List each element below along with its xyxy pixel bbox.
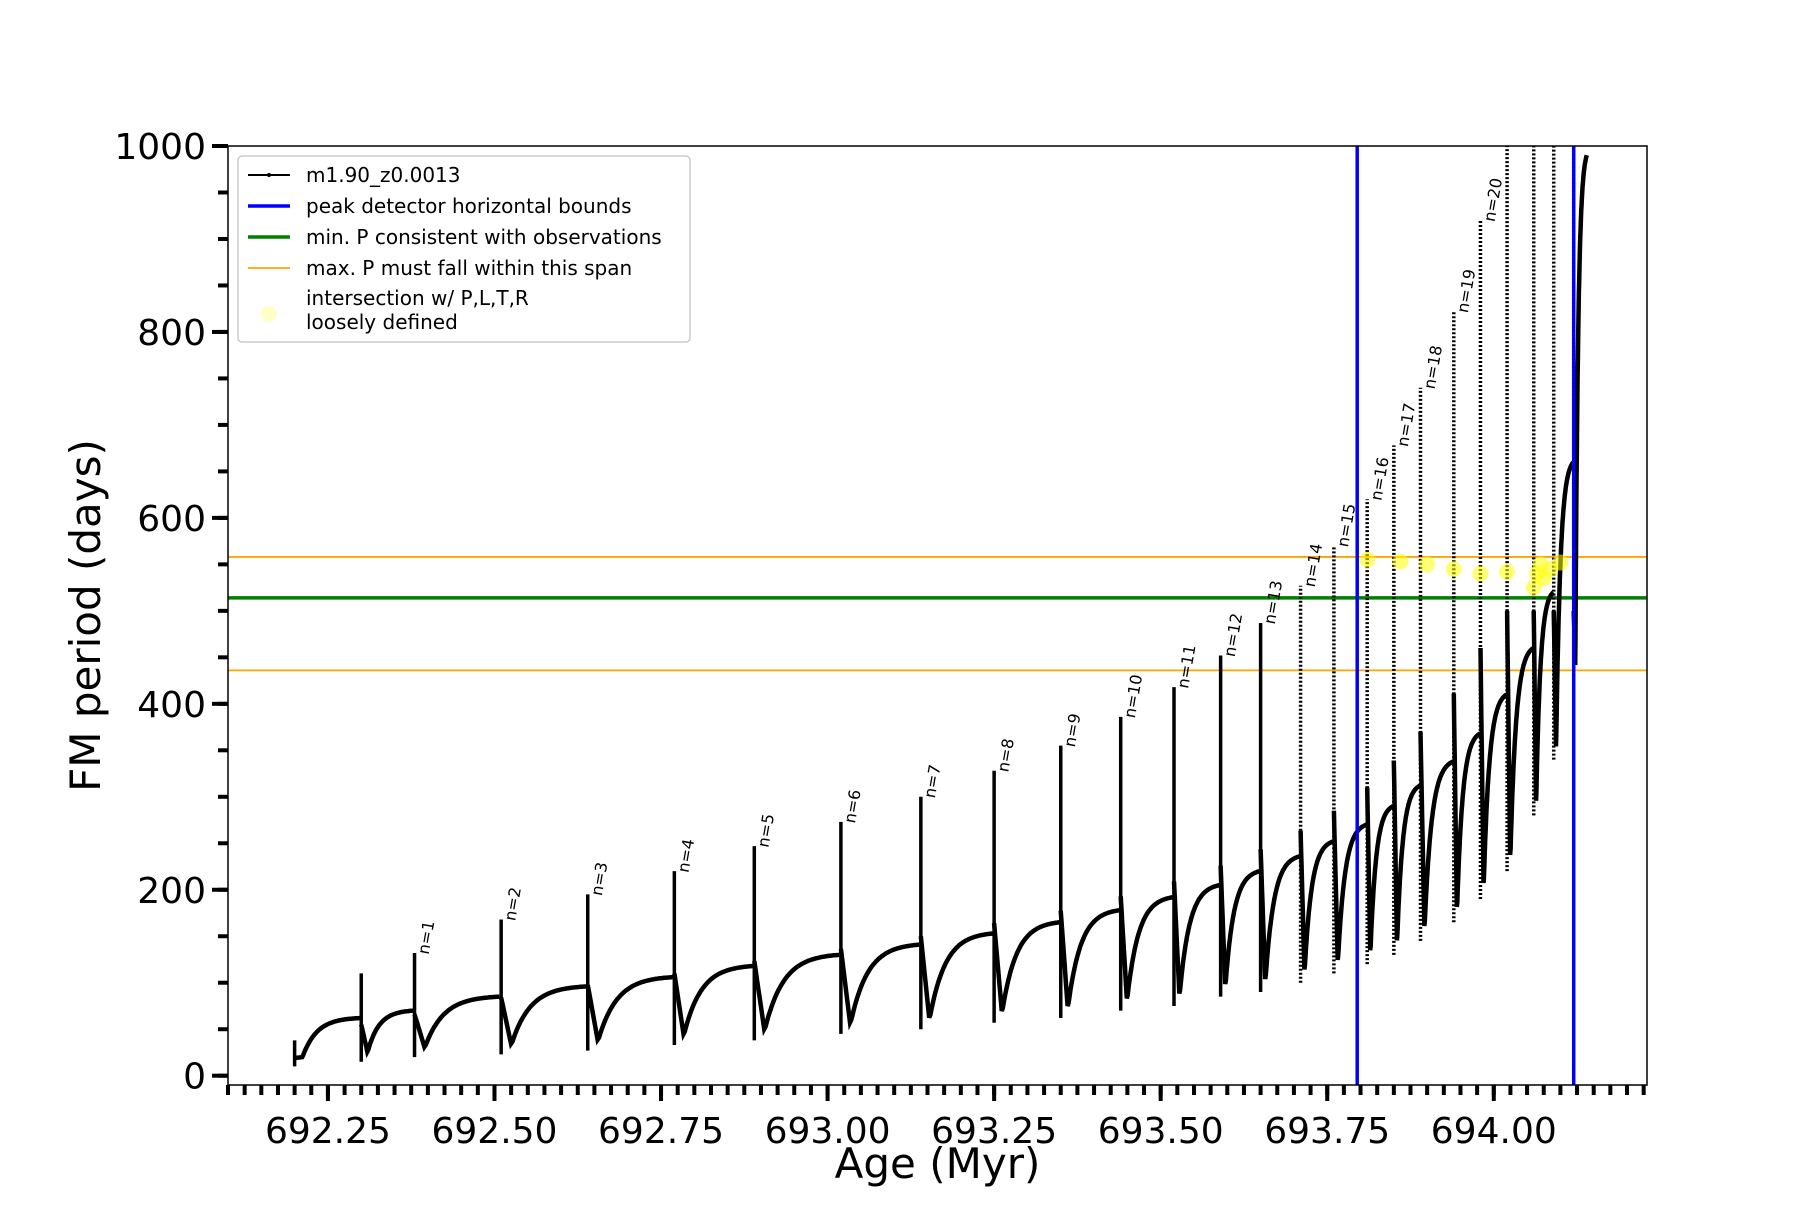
- series-segment: [1118, 895, 1174, 999]
- peak-label: n=2: [500, 886, 525, 923]
- peak-label: n=6: [840, 788, 865, 825]
- series-segment: [1298, 830, 1335, 970]
- x-tick-label: 692.25: [265, 1111, 391, 1152]
- y-tick-label: 1000: [114, 127, 206, 168]
- legend-item: peak detector horizontal bounds: [248, 194, 632, 218]
- series-m1.90_z0.0013: [292, 146, 1589, 1067]
- legend-label: max. P must fall within this span: [306, 256, 632, 280]
- peak-label: n=10: [1120, 673, 1146, 720]
- intersection-point: [1392, 553, 1409, 570]
- peak-label: n=8: [993, 737, 1018, 774]
- series-segment: [294, 1015, 360, 1061]
- legend-item: max. P must fall within this span: [248, 256, 632, 280]
- series-segment: [838, 942, 920, 1031]
- series-segment: [991, 920, 1060, 1012]
- x-tick-label: 693.00: [765, 1111, 891, 1152]
- series-segment: [498, 984, 586, 1050]
- peak-label: n=14: [1300, 542, 1326, 589]
- series-segment: [672, 963, 753, 1042]
- x-tick-label: 694.00: [1431, 1111, 1557, 1152]
- series-segment: [1364, 787, 1395, 951]
- series-segment: [1451, 693, 1481, 908]
- peak-label: n=9: [1060, 712, 1085, 749]
- intersection-point: [1419, 556, 1436, 573]
- peak-label: n=18: [1420, 344, 1446, 391]
- series-segment: [918, 931, 993, 1019]
- x-tick-label: 692.50: [431, 1111, 557, 1152]
- x-tick-label: 693.75: [1264, 1111, 1390, 1152]
- y-tick-label: 0: [183, 1057, 206, 1098]
- x-tick-label: 693.25: [931, 1111, 1057, 1152]
- series-segment: [1331, 810, 1368, 961]
- series-segment: [1058, 907, 1120, 1007]
- series-segment: [412, 994, 500, 1053]
- x-tick-label: 692.75: [598, 1111, 724, 1152]
- y-tick-label: 400: [137, 685, 206, 726]
- legend-label: peak detector horizontal bounds: [306, 194, 632, 218]
- plot-area: n=1 n=2 n=3 n=4 n=5 n=6 n=7 n=8 n=9 n=10 n=11 n=12 n…: [228, 146, 1647, 1085]
- legend-label: min. P consistent with observations: [306, 225, 662, 249]
- peak-label: n=20: [1480, 177, 1506, 224]
- peak-label: n=11: [1173, 643, 1199, 690]
- y-tick-label: 600: [137, 499, 206, 540]
- x-axis-label: Age (Myr): [835, 1139, 1041, 1188]
- series-segment: [1218, 865, 1261, 985]
- intersection-point: [1472, 565, 1489, 582]
- series-segment: [1391, 760, 1422, 941]
- series-segment: [359, 1008, 414, 1059]
- series-segment: [1418, 731, 1454, 927]
- intersection-point: [1499, 563, 1516, 580]
- peak-label: n=1: [414, 919, 439, 956]
- intersection-point: [1445, 561, 1462, 578]
- series-segment: [752, 952, 840, 1037]
- peak-label: n=3: [587, 861, 612, 898]
- series-segment: [1478, 647, 1508, 884]
- series-segment: [1258, 849, 1301, 980]
- peak-label: n=17: [1393, 402, 1419, 449]
- legend-box: [237, 155, 691, 343]
- peak-label: n=4: [674, 837, 699, 874]
- legend-item: min. P consistent with observations: [248, 225, 662, 249]
- legend-marker: [261, 306, 277, 322]
- series-segment: [1531, 590, 1555, 801]
- peak-label: n=12: [1220, 612, 1246, 659]
- y-axis-label: FM period (days): [61, 439, 110, 792]
- plot-clip-group: [228, 146, 1647, 1085]
- series-segment: [1571, 154, 1589, 666]
- y-tick-label: 800: [137, 313, 206, 354]
- series-segment: [1171, 881, 1221, 995]
- intersection-point: [1552, 554, 1569, 571]
- legend-label: m1.90_z0.0013: [306, 163, 461, 187]
- intersection-point: [1359, 551, 1376, 568]
- peak-label: n=5: [754, 812, 779, 849]
- y-tick-label: 200: [137, 871, 206, 912]
- y-axis: 0 200 400 600 800 1000: [114, 127, 228, 1098]
- series-segment: [1551, 460, 1576, 747]
- legend-label: intersection w/ P,L,T,R: [306, 286, 529, 310]
- legend-item: m1.90_z0.0013: [248, 163, 461, 187]
- legend-marker: [267, 173, 271, 177]
- plot-frame: [227, 145, 1648, 1086]
- x-tick-label: 693.50: [1098, 1111, 1224, 1152]
- series-segment: [1504, 610, 1535, 856]
- peak-label: n=16: [1366, 455, 1392, 502]
- x-axis: 692.25 692.50 692.75 693.00 693.25 693.50 693.…: [226, 1085, 1646, 1152]
- peak-label: n=13: [1260, 579, 1286, 626]
- series-segment: [585, 974, 673, 1046]
- legend-label: loosely defined: [306, 310, 458, 334]
- peak-label: n=7: [920, 763, 945, 800]
- peak-label: n=19: [1453, 268, 1479, 315]
